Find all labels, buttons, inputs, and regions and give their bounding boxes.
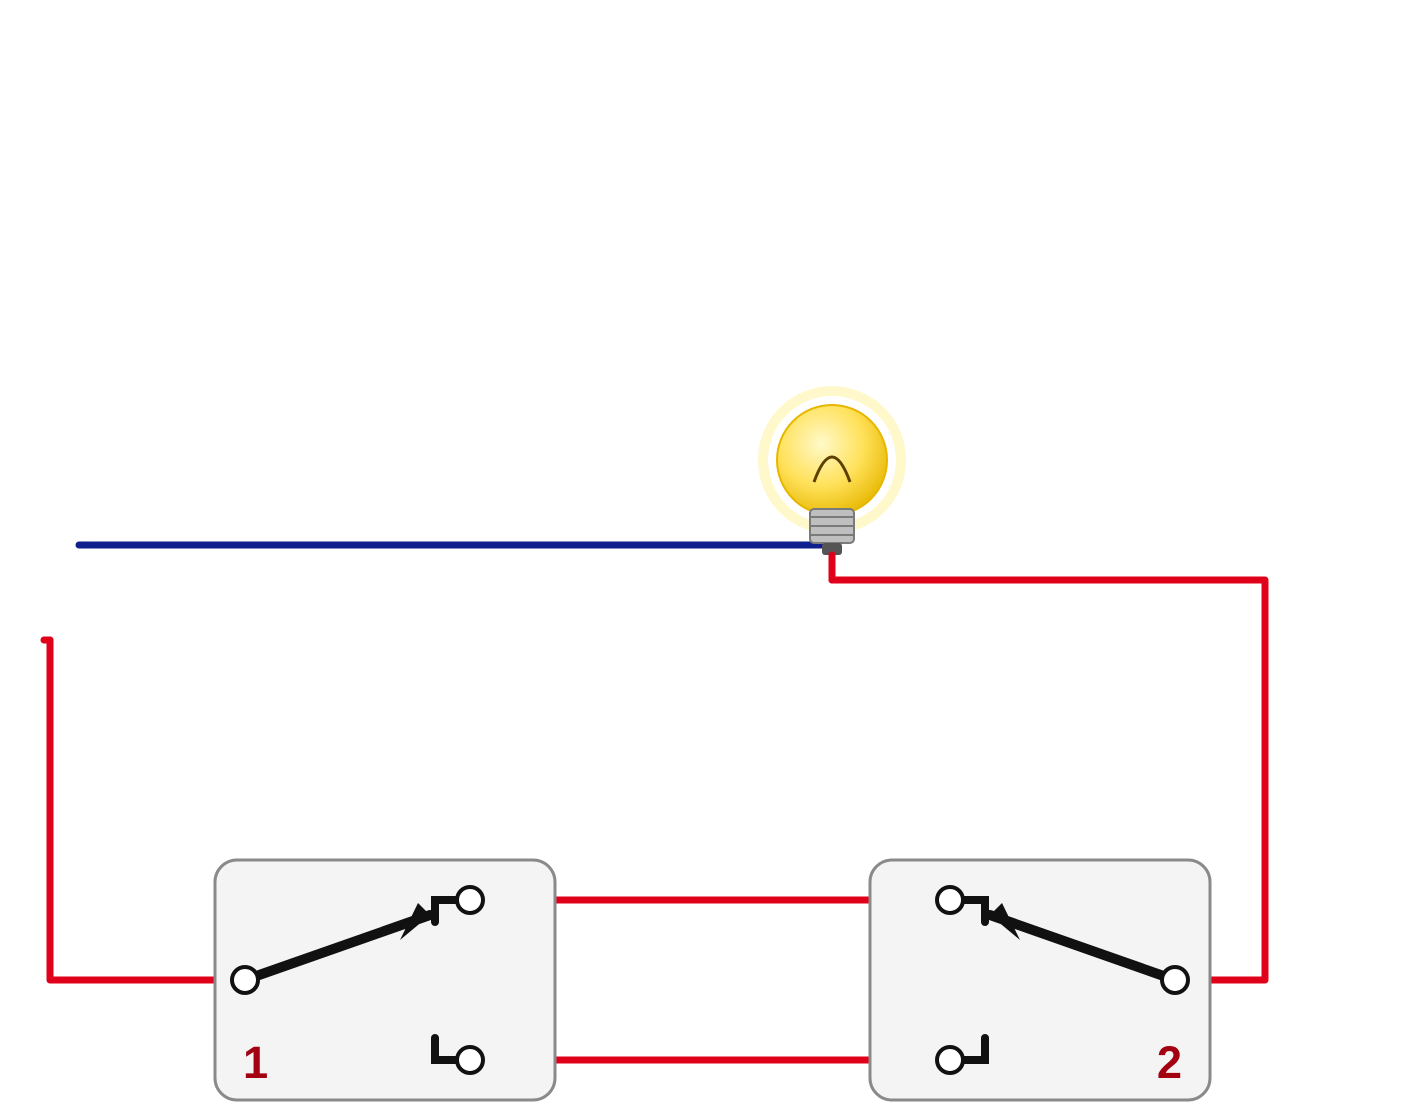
lightbulb-icon bbox=[777, 405, 887, 515]
switch-2-label: 2 bbox=[1157, 1037, 1182, 1088]
wiring-diagram: 12 bbox=[0, 0, 1413, 1116]
switch-1-label: 1 bbox=[243, 1037, 268, 1088]
